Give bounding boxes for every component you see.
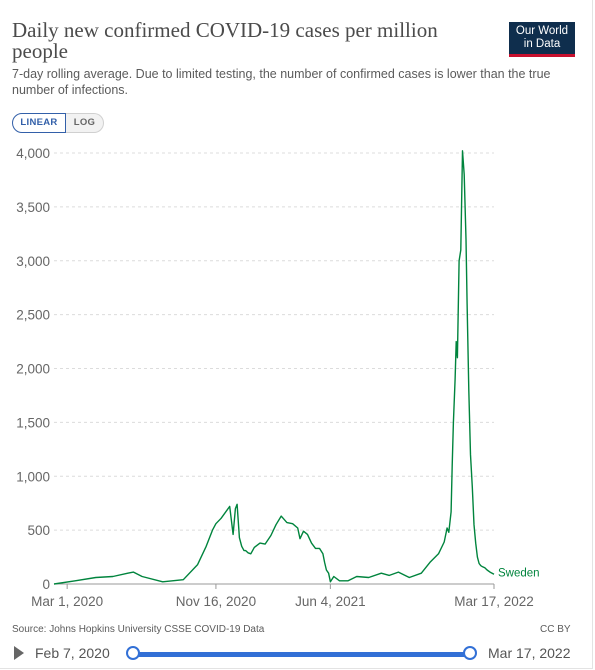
series-line-sweden: [53, 150, 495, 585]
x-tick-label: Nov 16, 2020: [176, 594, 256, 609]
x-tick-label: Mar 17, 2022: [454, 594, 534, 609]
y-tick-label: 500: [27, 523, 50, 538]
play-icon[interactable]: [14, 646, 24, 660]
license-link[interactable]: CC BY: [540, 624, 571, 635]
y-tick-label: 1,500: [16, 415, 50, 430]
owid-logo[interactable]: Our World in Data: [509, 22, 575, 57]
timeline-end-label: Mar 17, 2022: [488, 645, 571, 661]
x-axis: Mar 1, 2020 Nov 16, 2020 Jun 4, 2021 Mar 17…: [31, 583, 534, 609]
timeline-end-handle[interactable]: [463, 646, 477, 660]
logo-line-2: in Data: [523, 38, 561, 50]
timeline-start-label: Feb 7, 2020: [35, 645, 110, 661]
y-tick-label: 2,000: [16, 362, 50, 377]
x-tick-label: Mar 1, 2020: [31, 594, 103, 609]
y-tick-label: 0: [42, 577, 50, 592]
y-tick-label: 3,000: [16, 254, 50, 269]
grid-lines: [54, 152, 494, 531]
linear-scale-button[interactable]: LINEAR: [12, 113, 66, 133]
series-layer: Sweden: [53, 150, 540, 585]
y-tick-label: 1,000: [16, 469, 50, 484]
log-scale-button[interactable]: LOG: [66, 113, 104, 133]
chart-title: Daily new confirmed COVID-19 cases per m…: [12, 18, 438, 63]
y-tick-label: 3,500: [16, 200, 50, 215]
chart-subtitle: 7-day rolling average. Due to limited te…: [12, 67, 551, 97]
y-axis: 0 500 1,000 1,500 2,000 2,500 3,000 3,500 4,000: [16, 146, 50, 592]
y-tick-label: 4,000: [16, 146, 50, 161]
source-note[interactable]: Source: Johns Hopkins University CSSE CO…: [12, 624, 265, 635]
y-tick-label: 2,500: [16, 308, 50, 323]
x-tick-label: Jun 4, 2021: [295, 594, 366, 609]
timeline-track[interactable]: [133, 652, 470, 657]
series-label[interactable]: Sweden: [498, 567, 540, 579]
timeline-slider: Feb 7, 2020 Mar 17, 2022: [0, 640, 592, 668]
logo-line-1: Our World: [515, 25, 569, 37]
timeline-start-handle[interactable]: [126, 646, 140, 660]
line-chart: 05001,0001,5002,0002,5003,0003,5004,000 …: [16, 146, 540, 609]
